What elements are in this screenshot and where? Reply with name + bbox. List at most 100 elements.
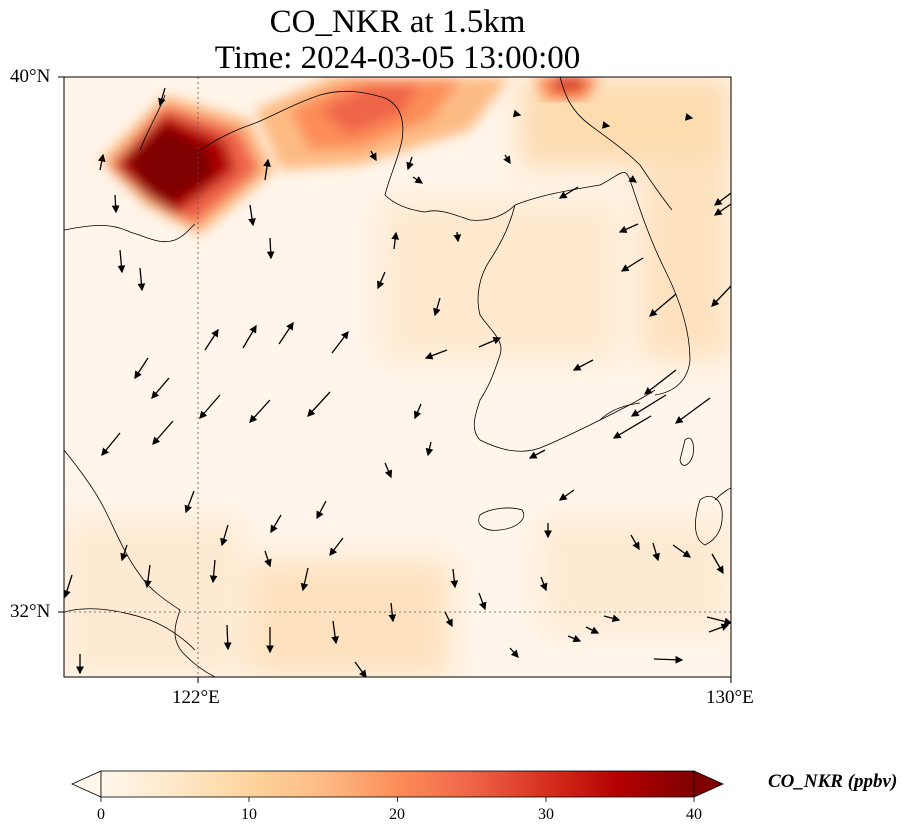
coastline-korea-east [514,171,691,396]
wind-arrow [425,441,434,457]
colorbar-gradient [100,770,695,798]
wind-arrow [266,237,275,260]
wind-arrow [711,553,724,575]
wind-arrow [331,330,349,354]
coastline-china-east [64,449,216,677]
wind-arrow [674,397,711,424]
wind-arrow [684,113,694,121]
wind-arrow [630,534,640,551]
coastline-tsushima [679,437,694,466]
wind-arrow [424,349,448,360]
colorbar-tick-10: 10 [241,806,257,823]
wind-arrow [406,156,414,171]
wind-arrow [152,420,174,445]
wind-arrow [509,647,519,658]
coastline-korea-south [599,402,641,421]
wind-arrow [503,154,511,165]
axis-ticks [58,76,732,683]
wind-arrow [585,626,600,634]
wind-arrow [263,158,271,181]
y-tick-32n: 32°N [10,601,51,622]
wind-arrow [111,194,120,214]
wind-arrow [120,544,128,562]
wind-arrow [713,203,731,216]
concentration-field [64,77,731,677]
wind-arrow [278,321,294,345]
wind-arrow [388,602,397,623]
wind-arrow [377,271,386,290]
wind-arrow [713,192,731,206]
wind-arrow [264,550,272,568]
coastlines [64,77,731,677]
wind-arrow [184,490,195,514]
wind-arrow [512,109,522,118]
coastline-jeju [478,507,525,531]
wind-arrow [209,559,218,584]
wind-arrow [220,524,229,547]
wind-arrow [242,324,257,349]
wind-arrow [248,204,256,227]
coastline-shandong [64,223,196,243]
wind-arrow [708,623,730,633]
wind-arrow [711,285,731,307]
wind-arrow [316,500,327,520]
wind-arrow [567,634,582,643]
colorbar [71,770,724,802]
wind-arrow [618,223,639,233]
colorbar-tick-30: 30 [538,806,554,823]
wind-arrow [652,542,660,562]
map-title-line1: CO_NKR at 1.5km [269,4,526,40]
gridlines [64,77,731,677]
wind-arrow [628,175,638,183]
wind-arrow [307,391,331,417]
x-tick-122e: 122°E [172,687,220,708]
wind-arrow [630,394,667,417]
wind-arrow [643,369,677,395]
wind-arrow [117,249,126,274]
colorbar-title: CO_NKR (ppbv) [768,771,898,792]
wind-arrow [151,377,170,399]
wind-arrow [558,186,579,199]
wind-arrow [558,489,575,501]
coastline-liaodong [199,90,516,221]
co-plume-north [255,77,510,170]
wind-arrow [97,153,106,171]
wind-arrow [444,611,453,628]
wind-arrow [649,293,677,317]
wind-arrow [478,592,487,611]
map-area [64,77,731,677]
y-tick-40n: 40°N [10,66,51,87]
wind-arrow [101,432,121,457]
colorbar-extend-low [71,770,102,798]
wind-arrow [450,568,459,589]
wind-arrow [249,399,271,423]
map-frame [63,76,732,678]
wind-arrow [706,616,731,626]
wind-arrow [384,462,393,479]
colorbar-tick-40: 40 [686,806,702,823]
colorbar-tick-0: 0 [97,806,105,823]
wind-arrow [528,449,546,459]
colorbar-tick-20: 20 [389,806,405,823]
wind-arrow [620,257,644,272]
wind-arrow [603,614,621,623]
wind-arrow [433,297,441,317]
wind-arrow [354,661,367,677]
wind-arrow [300,567,309,592]
wind-arrow [412,176,424,184]
wind-arrow [204,328,219,351]
wind-arrow [329,537,344,557]
wind-arrow [572,359,594,371]
co-plume-northwest [100,95,275,235]
wind-arrow [391,231,400,250]
wind-arrow [478,336,502,348]
colorbar-extend-high [693,770,724,798]
co-plume-northeast [535,77,600,100]
x-tick-130e: 130°E [706,687,754,708]
wind-arrow [601,121,611,129]
wind-arrow [144,564,152,589]
wind-arrow [223,624,232,651]
wind-arrow [369,150,377,162]
wind-vectors [64,87,731,677]
coastline-kyushu [695,496,723,546]
